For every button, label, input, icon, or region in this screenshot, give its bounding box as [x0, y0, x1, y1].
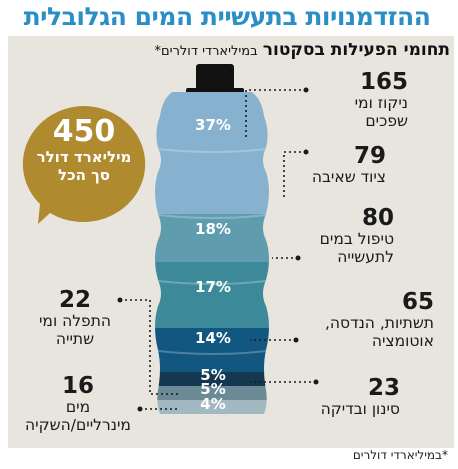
bottle-band: [155, 400, 269, 414]
category-value: 80: [361, 205, 394, 231]
leader-dot: [303, 149, 309, 155]
percent-label: 4%: [200, 395, 225, 413]
percent-label: 14%: [195, 329, 231, 347]
bottle-band: [155, 92, 269, 214]
bottle-band: [155, 328, 269, 372]
leader-dot: [295, 255, 301, 261]
leader-dot: [117, 297, 123, 303]
category-name: ניקוז ומי שפכים: [354, 94, 408, 130]
infographic-title: ההזדמנויות בתעשיית המים הגלובלית: [23, 2, 431, 31]
percent-label: 5%: [200, 380, 225, 398]
bottle-rib: [155, 279, 269, 285]
bottle-band: [155, 214, 269, 262]
bottle-bands: [155, 92, 269, 414]
chart-subtitle: תחומי הפעילות בסקטור במיליארדי דולרים*: [155, 40, 450, 60]
category-name: ציוד שאיבה: [311, 168, 386, 186]
leader-dot: [293, 337, 299, 343]
category-value: 65: [401, 289, 434, 315]
category-value: 22: [58, 287, 91, 313]
leader-dot: [303, 87, 309, 93]
total-line1: מיליארד דולר: [36, 148, 132, 166]
category-name: תשתיות, הנדסה, אוטומציה: [325, 314, 434, 350]
category-label: 22 התפלה ומי שתייה: [20, 288, 130, 348]
category-value: 79: [353, 143, 386, 169]
category-label: 23 סינון ובדיקה: [321, 376, 400, 418]
subtitle-unit: במיליארדי דולרים*: [154, 44, 258, 59]
total-line2: סך הכל: [58, 166, 110, 184]
total-label: 450 מיליארד דולר סך הכל: [20, 114, 148, 185]
category-name: מים מינרליים/השקיה: [25, 398, 131, 434]
leader-line: [245, 89, 306, 140]
percent-label: 37%: [195, 116, 231, 134]
subtitle-main: תחומי הפעילות בסקטור: [262, 40, 450, 60]
leader-line: [120, 299, 178, 395]
total-badge-shape: [22, 105, 146, 224]
leader-dot: [137, 406, 143, 412]
bottle-cap: [196, 64, 234, 94]
bottle-band: [155, 372, 269, 386]
category-value: 16: [61, 373, 94, 399]
footnote: *במיליארדי דולרים: [352, 448, 448, 462]
bottle-band: [155, 386, 269, 400]
category-value: 165: [359, 69, 408, 95]
leader-dot: [313, 379, 319, 385]
percent-labels: 37%18%17%14%5%5%4%: [195, 116, 231, 413]
total-badge: [22, 105, 146, 224]
category-name: סינון ובדיקה: [320, 400, 400, 418]
category-label: 79 ציוד שאיבה: [312, 144, 386, 186]
percent-label: 17%: [195, 278, 231, 296]
category-label: 16 מים מינרליים/השקיה: [18, 374, 138, 434]
bottle-rib: [155, 147, 269, 153]
bottle-band: [155, 262, 269, 328]
category-label: 65 תשתיות, הנדסה, אוטומציה: [284, 290, 434, 350]
leader-line: [283, 151, 306, 200]
leader-lines: [117, 87, 319, 412]
category-value: 23: [367, 375, 400, 401]
category-name: התפלה ומי שתייה: [38, 312, 112, 348]
percent-label: 18%: [195, 220, 231, 238]
category-label: 80 טיפול במים לתעשייה: [284, 206, 394, 266]
category-name: טיפול במים לתעשייה: [319, 230, 394, 266]
category-label: 165 ניקוז ומי שפכים: [318, 70, 408, 130]
bottle-ribs: [155, 147, 269, 355]
bottle-rib: [155, 213, 269, 219]
total-value: 450: [52, 114, 116, 149]
percent-label: 5%: [200, 366, 225, 384]
bottle-rib: [155, 349, 269, 355]
